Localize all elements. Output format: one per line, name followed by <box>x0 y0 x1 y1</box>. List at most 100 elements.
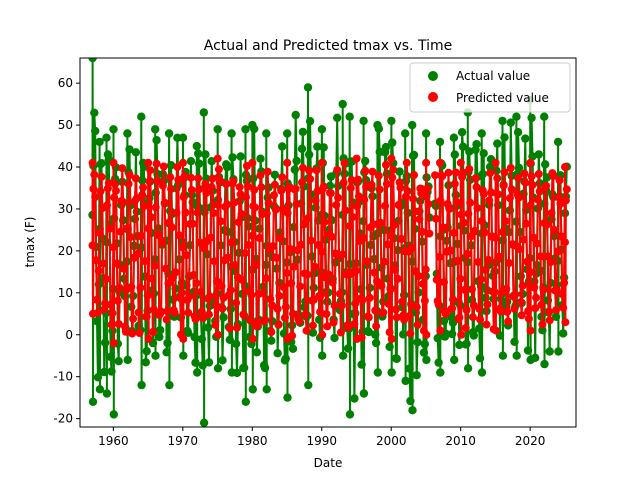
x-tick-label: 2000 <box>376 434 407 448</box>
actual-point <box>531 353 540 362</box>
predicted-point <box>402 158 411 167</box>
predicted-point <box>473 204 482 213</box>
y-tick-label: 50 <box>58 118 73 132</box>
predicted-point <box>152 159 161 168</box>
actual-point <box>201 150 210 159</box>
actual-point <box>374 124 383 133</box>
predicted-point <box>491 158 500 167</box>
predicted-point <box>127 282 136 291</box>
predicted-point <box>142 312 151 321</box>
predicted-point <box>281 303 290 312</box>
predicted-point <box>199 244 208 252</box>
actual-point <box>88 58 97 63</box>
actual-point <box>477 129 486 138</box>
predicted-point <box>295 317 304 326</box>
predicted-point <box>151 203 160 212</box>
actual-point <box>109 125 118 134</box>
actual-point <box>527 113 536 123</box>
predicted-point <box>237 210 246 219</box>
predicted-point <box>468 313 477 322</box>
predicted-point <box>507 185 516 194</box>
predicted-point <box>410 207 419 216</box>
predicted-point <box>126 233 135 241</box>
predicted-point <box>231 261 240 269</box>
predicted-point <box>186 173 195 182</box>
actual-point <box>248 385 257 394</box>
actual-point <box>387 368 396 377</box>
actual-point <box>236 152 245 161</box>
actual-point <box>231 339 241 348</box>
predicted-point <box>194 174 203 183</box>
predicted-point <box>500 168 509 177</box>
actual-point <box>204 358 214 367</box>
actual-point <box>333 113 342 123</box>
actual-point <box>100 338 110 347</box>
predicted-point <box>456 158 465 167</box>
predicted-point <box>481 265 490 274</box>
predicted-point <box>273 304 282 313</box>
predicted-point <box>391 265 399 274</box>
predicted-point <box>308 321 317 330</box>
predicted-point <box>420 296 429 305</box>
actual-point <box>305 117 315 126</box>
actual-point <box>252 348 262 357</box>
predicted-point <box>212 301 221 310</box>
predicted-point <box>552 285 561 294</box>
actual-point <box>450 150 459 159</box>
actual-point <box>381 142 391 152</box>
actual-point <box>308 328 318 337</box>
predicted-point <box>180 172 189 181</box>
predicted-point <box>172 208 181 217</box>
predicted-point <box>415 215 424 224</box>
actual-point <box>421 129 431 138</box>
actual-point <box>463 364 473 373</box>
actual-point <box>338 99 347 109</box>
predicted-point <box>338 250 347 259</box>
predicted-point <box>261 315 269 324</box>
predicted-point <box>193 208 202 217</box>
y-tick-label: 30 <box>58 202 73 216</box>
predicted-point <box>244 241 253 249</box>
predicted-point <box>277 186 286 195</box>
predicted-point <box>148 274 157 283</box>
actual-point <box>131 148 141 157</box>
predicted-point <box>358 296 367 305</box>
predicted-point <box>538 320 547 329</box>
predicted-point <box>92 256 101 265</box>
actual-point <box>281 354 290 363</box>
predicted-point <box>446 246 455 255</box>
predicted-point <box>534 170 543 178</box>
predicted-point <box>303 270 312 279</box>
predicted-point <box>317 291 325 299</box>
actual-point <box>317 125 327 134</box>
y-tick-label: -10 <box>53 370 73 384</box>
predicted-point <box>229 177 238 185</box>
actual-point <box>278 142 287 151</box>
predicted-point <box>215 176 224 185</box>
predicted-point <box>382 180 391 188</box>
actual-point <box>90 108 99 118</box>
predicted-point <box>179 334 188 343</box>
predicted-point <box>561 318 570 327</box>
predicted-point <box>187 186 196 195</box>
predicted-point <box>223 200 232 209</box>
predicted-point <box>456 274 465 283</box>
predicted-point <box>480 228 489 237</box>
actual-point <box>194 159 204 168</box>
predicted-point <box>266 295 275 304</box>
actual-point <box>193 368 202 377</box>
actual-point <box>521 134 530 143</box>
y-tick-label: -20 <box>53 412 73 426</box>
actual-point <box>91 126 100 136</box>
actual-point <box>541 160 550 169</box>
predicted-point <box>272 253 281 262</box>
predicted-point <box>341 206 350 215</box>
predicted-point <box>149 305 158 314</box>
predicted-point <box>227 238 236 247</box>
predicted-point <box>477 275 485 284</box>
actual-point <box>192 141 201 151</box>
predicted-point <box>360 195 369 204</box>
predicted-point <box>134 308 143 317</box>
predicted-point <box>518 281 527 290</box>
predicted-point <box>350 320 359 329</box>
